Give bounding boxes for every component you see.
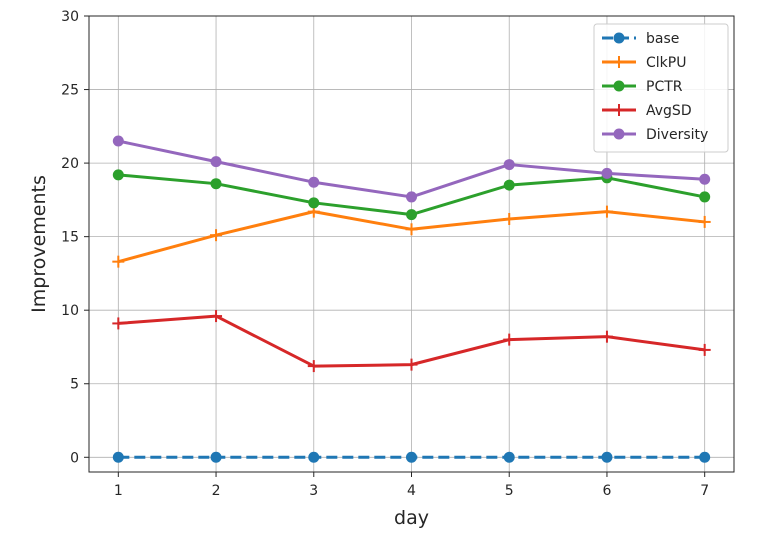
data-point-diversity xyxy=(112,135,124,147)
data-point-diversity xyxy=(308,176,320,188)
x-tick-label: 4 xyxy=(407,483,416,499)
series-layer xyxy=(112,135,711,463)
data-point-pctr xyxy=(112,169,124,181)
legend-marker xyxy=(613,128,625,140)
legend-label: AvgSD xyxy=(646,103,692,119)
data-point-pctr xyxy=(308,197,320,209)
legend-item-clkpu: ClkPU xyxy=(602,55,686,71)
data-point-pctr xyxy=(210,178,222,190)
legend-label: Diversity xyxy=(646,127,708,143)
data-point-base xyxy=(210,451,222,463)
data-point-base xyxy=(308,451,320,463)
data-point-clkpu xyxy=(503,212,516,225)
x-tick-label: 2 xyxy=(212,483,221,499)
legend-marker xyxy=(613,104,625,116)
legend-item-base: base xyxy=(602,31,679,47)
series-clkpu xyxy=(112,205,711,268)
x-tick-label: 1 xyxy=(114,483,123,499)
y-tick-label: 30 xyxy=(61,9,79,25)
data-point-base xyxy=(406,451,417,463)
data-point-clkpu xyxy=(405,223,418,236)
y-tick-label: 25 xyxy=(61,83,79,99)
data-point-avgsd xyxy=(112,317,125,330)
x-tick-label: 7 xyxy=(700,483,709,499)
data-point-diversity xyxy=(210,156,222,168)
series-base xyxy=(112,451,711,463)
x-axis-label: day xyxy=(394,507,429,529)
legend-box xyxy=(593,23,729,153)
data-point-base xyxy=(503,451,515,463)
series-diversity xyxy=(112,135,711,203)
ticks: 1 2 3 4 5 6 7 0 5 10 15 20 25 30 xyxy=(61,9,709,499)
x-tick-label: 6 xyxy=(602,483,611,499)
data-point-diversity xyxy=(699,173,711,185)
y-tick-label: 15 xyxy=(61,230,79,246)
data-point-diversity xyxy=(503,159,515,171)
data-point-diversity xyxy=(406,191,417,203)
data-point-clkpu xyxy=(210,229,223,242)
legend-label: PCTR xyxy=(646,79,683,95)
data-point-diversity xyxy=(601,167,613,179)
y-tick-label: 0 xyxy=(70,450,79,466)
y-tick-label: 5 xyxy=(70,377,79,393)
series-avgsd xyxy=(112,310,711,373)
data-point-clkpu xyxy=(112,255,125,268)
legend-marker xyxy=(613,80,625,92)
legend-item-pctr: PCTR xyxy=(602,79,683,95)
data-point-avgsd xyxy=(503,333,516,346)
data-point-avgsd xyxy=(600,330,613,343)
y-tick-label: 10 xyxy=(61,303,79,319)
data-point-pctr xyxy=(699,191,711,203)
x-tick-label: 3 xyxy=(309,483,318,499)
data-point-avgsd xyxy=(405,358,418,371)
data-point-avgsd xyxy=(307,360,320,373)
legend-marker xyxy=(613,32,625,44)
data-point-base xyxy=(601,451,613,463)
data-point-base xyxy=(112,451,124,463)
legend-item-avgsd: AvgSD xyxy=(602,103,692,119)
data-point-clkpu xyxy=(600,205,613,218)
data-point-avgsd xyxy=(698,343,711,356)
legend-item-diversity: Diversity xyxy=(602,127,708,143)
data-point-clkpu xyxy=(698,215,711,228)
x-tick-label: 5 xyxy=(505,483,514,499)
data-point-avgsd xyxy=(210,310,223,323)
legend-label: base xyxy=(646,31,679,47)
y-axis-label: Improvements xyxy=(28,175,50,313)
legend: base ClkPU PCTR AvgSD Diversity xyxy=(593,23,729,153)
data-point-pctr xyxy=(406,209,417,221)
data-point-pctr xyxy=(503,179,515,191)
legend-label: ClkPU xyxy=(646,55,686,71)
legend-marker xyxy=(613,56,625,68)
y-tick-label: 20 xyxy=(61,156,79,172)
data-point-base xyxy=(699,451,711,463)
